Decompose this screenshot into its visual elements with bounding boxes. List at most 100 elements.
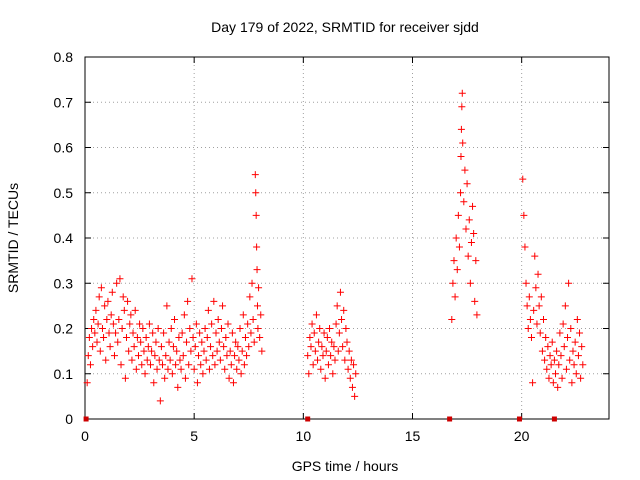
- data-point: [339, 343, 347, 351]
- data-point: [103, 315, 111, 323]
- data-point: [541, 356, 549, 364]
- data-point: [150, 379, 158, 387]
- data-point: [253, 243, 261, 251]
- data-point: [451, 293, 459, 301]
- data-point: [156, 397, 164, 405]
- data-point: [544, 343, 552, 351]
- data-point: [345, 347, 353, 355]
- data-point: [258, 347, 266, 355]
- data-point: [143, 356, 151, 364]
- data-point: [351, 392, 359, 400]
- data-point: [327, 352, 335, 360]
- data-point: [108, 288, 116, 296]
- data-point: [338, 315, 346, 323]
- data-point: [306, 334, 314, 342]
- data-point: [169, 343, 177, 351]
- data-point: [571, 338, 579, 346]
- data-points: [83, 89, 587, 405]
- data-point: [342, 325, 350, 332]
- data-point: [191, 343, 199, 351]
- x-axis-label: GPS time / hours: [292, 458, 399, 474]
- data-point: [227, 361, 235, 369]
- data-point: [165, 338, 173, 346]
- data-point: [457, 189, 465, 197]
- data-point: [526, 315, 534, 323]
- data-point: [202, 356, 210, 364]
- y-tick-label: 0.4: [54, 230, 74, 246]
- data-point: [172, 361, 180, 369]
- data-point: [473, 311, 481, 319]
- data-point: [149, 329, 157, 337]
- data-point: [196, 329, 204, 337]
- data-point: [96, 347, 104, 355]
- data-point: [316, 325, 324, 332]
- no-data-marker: [447, 416, 453, 422]
- no-data-marker: [551, 416, 557, 422]
- data-point: [536, 329, 544, 337]
- data-point: [569, 347, 577, 355]
- data-point: [546, 352, 554, 360]
- data-point: [568, 379, 576, 387]
- data-point: [186, 325, 194, 332]
- data-point: [467, 239, 475, 247]
- data-point: [244, 320, 252, 328]
- data-point: [98, 325, 106, 332]
- data-point: [538, 347, 546, 355]
- data-point: [333, 302, 341, 310]
- data-point: [352, 370, 360, 378]
- data-point: [101, 302, 109, 310]
- data-point: [137, 338, 145, 346]
- data-point: [463, 180, 471, 188]
- data-point: [213, 347, 221, 355]
- data-point: [138, 361, 146, 369]
- data-point: [241, 334, 249, 342]
- data-point: [233, 365, 241, 373]
- data-point: [151, 352, 159, 360]
- y-tick-label: 0.5: [54, 185, 74, 201]
- data-point: [331, 356, 339, 364]
- data-point: [556, 329, 564, 337]
- data-point: [217, 325, 225, 332]
- data-point: [554, 383, 562, 391]
- data-point: [197, 361, 205, 369]
- data-point: [162, 352, 170, 360]
- data-point: [540, 315, 547, 323]
- data-point: [221, 365, 229, 373]
- data-point: [335, 329, 343, 337]
- data-point: [530, 306, 538, 314]
- data-point: [565, 279, 573, 287]
- data-point: [107, 311, 115, 319]
- data-point: [334, 347, 342, 355]
- data-point: [344, 365, 352, 373]
- data-point: [329, 370, 337, 378]
- data-point: [350, 361, 358, 369]
- data-point: [171, 315, 179, 323]
- data-point: [550, 356, 558, 364]
- data-point: [180, 311, 188, 319]
- data-point: [469, 202, 477, 210]
- data-point: [234, 343, 242, 351]
- data-point: [310, 329, 318, 337]
- data-point: [457, 125, 465, 133]
- data-point: [256, 334, 264, 342]
- data-point: [455, 243, 463, 251]
- data-point: [545, 374, 553, 382]
- data-point: [246, 293, 254, 301]
- data-point: [247, 329, 255, 337]
- data-point: [190, 365, 198, 373]
- data-point: [185, 361, 193, 369]
- x-tick-label: 5: [190, 428, 198, 444]
- data-point: [557, 352, 565, 360]
- data-point: [257, 311, 265, 319]
- data-point: [577, 374, 585, 382]
- data-point: [142, 334, 150, 342]
- data-point: [229, 379, 237, 387]
- data-point: [174, 383, 182, 391]
- data-point: [225, 374, 233, 382]
- data-point: [167, 325, 175, 332]
- data-point: [562, 365, 570, 373]
- data-point: [534, 270, 542, 278]
- data-point: [84, 352, 92, 360]
- data-point: [454, 211, 462, 219]
- data-point: [570, 361, 578, 369]
